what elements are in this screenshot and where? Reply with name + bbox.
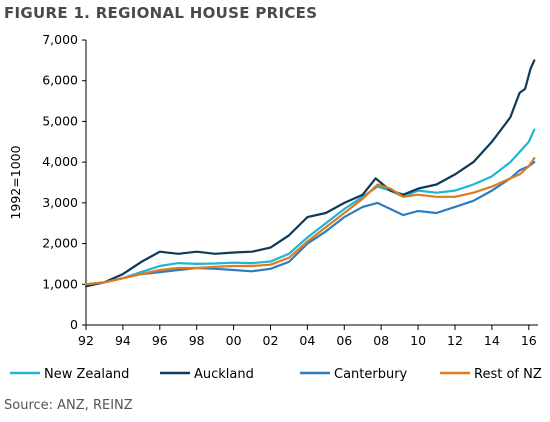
x-tick-label: 06	[336, 333, 352, 348]
y-tick-label: 5,000	[42, 113, 78, 128]
chart-axes: 0 1,000 2,000 3,000 4,000 5,000 6,000 7,000 92 94…	[8, 32, 538, 348]
y-tick-label: 6,000	[42, 73, 78, 88]
x-tick-label: 02	[263, 333, 279, 348]
x-tick-label: 94	[115, 333, 131, 348]
y-tick-label: 4,000	[42, 154, 78, 169]
x-tick-label: 16	[521, 333, 537, 348]
y-tick-label: 0	[70, 317, 78, 332]
x-tick-label: 96	[152, 333, 168, 348]
x-tick-label: 98	[189, 333, 205, 348]
y-tick-label: 2,000	[42, 236, 78, 251]
x-tick-label: 12	[447, 333, 463, 348]
x-tick-label: 00	[226, 333, 242, 348]
source-note: Source: ANZ, REINZ	[4, 398, 133, 413]
x-tick-label: 14	[484, 333, 500, 348]
x-tick-label: 10	[410, 333, 426, 348]
y-tick-label: 7,000	[42, 32, 78, 47]
chart-legend: New Zealand Auckland Canterbury Rest of NZ	[10, 367, 542, 382]
legend-label-new-zealand: New Zealand	[44, 367, 129, 382]
series-line-canterbury	[84, 161, 536, 286]
series-line-rest-of-nz	[84, 157, 536, 286]
x-tick-label: 04	[299, 333, 315, 348]
y-tick-label: 3,000	[42, 195, 78, 210]
y-tick-label: 1,000	[42, 276, 78, 291]
x-tick-label: 08	[373, 333, 389, 348]
y-axis-label: 1992=1000	[8, 145, 23, 219]
series-line-auckland	[84, 59, 536, 288]
figure-title: FIGURE 1. REGIONAL HOUSE PRICES	[4, 4, 318, 22]
legend-label-rest-of-nz: Rest of NZ	[474, 367, 542, 382]
legend-label-canterbury: Canterbury	[334, 367, 408, 382]
series-line-new-zealand	[84, 128, 536, 286]
chart-series-lines	[84, 59, 536, 288]
legend-label-auckland: Auckland	[194, 367, 254, 382]
x-tick-label: 92	[78, 333, 94, 348]
